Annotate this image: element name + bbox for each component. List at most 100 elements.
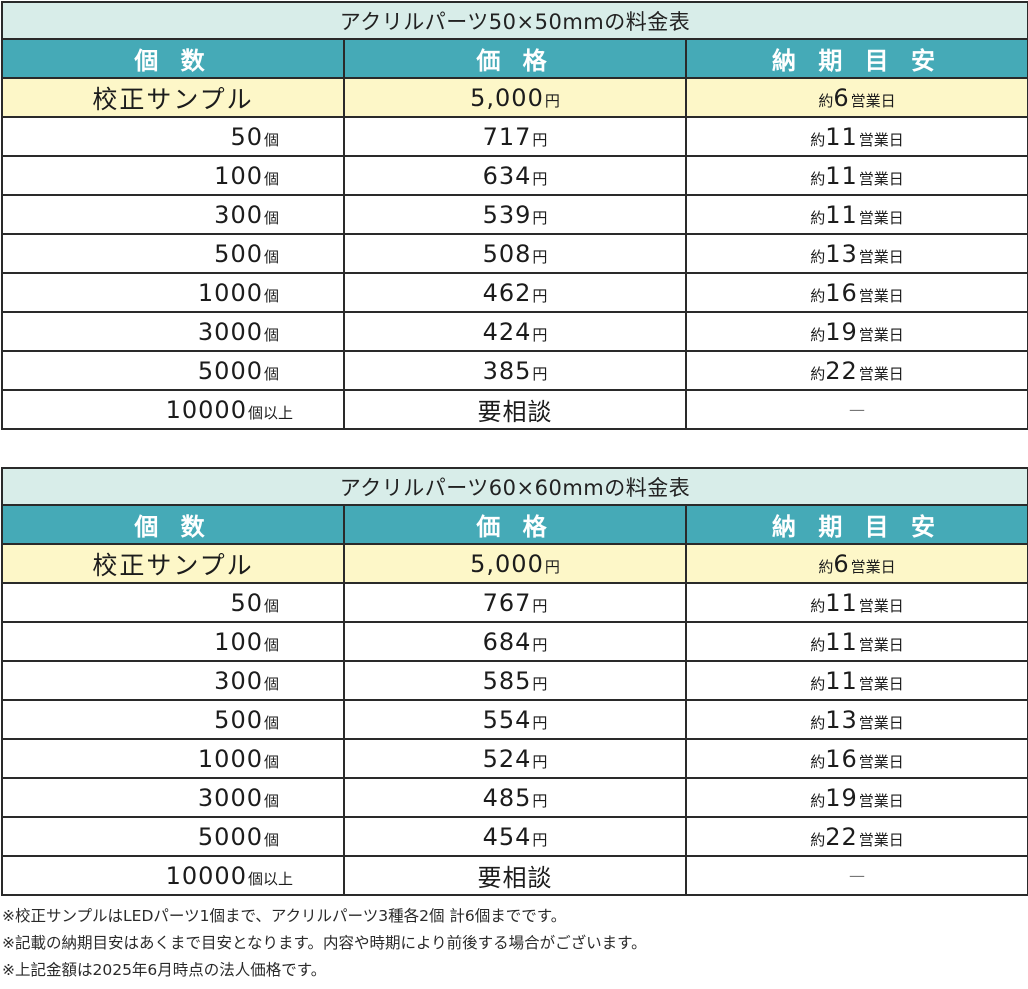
sample-price-cell: 5,000円 [343, 77, 687, 118]
footnotes: ※校正サンプルはLEDパーツ1個まで、アクリルパーツ3種各2個 計6個までです。… [2, 903, 1022, 984]
sample-delivery-cell: 約6営業日 [684, 77, 1028, 118]
quantity-unit: 個 [263, 325, 279, 344]
header-quantity: 個 数 [1, 38, 345, 79]
table-title: アクリルパーツ60×60mmの料金表 [0, 467, 1028, 506]
quantity-value: 1000 [197, 278, 263, 307]
price-cell: 485円 [343, 777, 687, 818]
price-table: アクリルパーツ50×50mmの料金表個 数価 格納 期 目 安校正サンプル 5,0… [0, 1, 1028, 430]
quantity-value: 500 [214, 239, 263, 268]
sample-label-cell: 校正サンプル [1, 543, 345, 584]
delivery-unit: 営業日 [850, 91, 896, 110]
quantity-cell: 1000個 [1, 272, 345, 313]
delivery-unit: 営業日 [858, 364, 904, 383]
delivery-unit: 営業日 [850, 557, 896, 576]
quantity-unit: 個 [263, 713, 279, 732]
quantity-unit: 個 [263, 674, 279, 693]
delivery-unit: 営業日 [858, 791, 904, 810]
quantity-cell: 10000個以上 [1, 389, 345, 430]
table-row: 300個 539円 約11営業日 [1, 194, 1028, 235]
quantity-cell: 1000個 [1, 738, 345, 779]
quantity-cell: 5000個 [1, 816, 345, 857]
delivery-cell: 約13営業日 [684, 233, 1028, 274]
price-cell: 524円 [343, 738, 687, 779]
price-value: 5,000 [470, 549, 544, 578]
price-cell: 585円 [343, 660, 687, 701]
delivery-days: 19 [825, 783, 858, 812]
delivery-unit: 営業日 [858, 713, 904, 732]
quantity-value: 5000 [197, 356, 263, 385]
table-row: 50個 717円 約11営業日 [1, 116, 1028, 157]
delivery-prefix: 約 [810, 635, 826, 654]
delivery-unit: 営業日 [858, 130, 904, 149]
table-row: 1000個 524円 約16営業日 [1, 738, 1028, 779]
quantity-cell: 3000個 [1, 777, 345, 818]
delivery-days: 22 [825, 356, 858, 385]
delivery-prefix: 約 [810, 325, 826, 344]
quantity-value: 10000 [165, 395, 247, 424]
price-value: 717 [482, 122, 532, 151]
quantity-value: 100 [214, 627, 263, 656]
sample-row: 校正サンプル 5,000円 約6営業日 [1, 77, 1028, 118]
quantity-unit: 個 [263, 752, 279, 771]
quantity-unit: 個 [263, 130, 279, 149]
price-cell: 424円 [343, 311, 687, 352]
price-value: 5,000 [470, 83, 544, 112]
delivery-days: 11 [825, 200, 858, 229]
delivery-unit: 営業日 [858, 635, 904, 654]
quantity-cell: 50個 [1, 582, 345, 623]
quantity-unit: 個 [263, 286, 279, 305]
quantity-value: 50 [230, 122, 263, 151]
table-title: アクリルパーツ50×50mmの料金表 [0, 1, 1028, 40]
price-cell: 554円 [343, 699, 687, 740]
table-row: 100個 684円 約11営業日 [1, 621, 1028, 662]
quantity-unit: 個 [263, 364, 279, 383]
quantity-cell: 5000個 [1, 350, 345, 391]
price-value: 634 [482, 161, 532, 190]
price-cell: 454円 [343, 816, 687, 857]
delivery-cell: 約19営業日 [684, 777, 1028, 818]
table-row: 1000個 462円 約16営業日 [1, 272, 1028, 313]
quantity-unit: 個 [263, 596, 279, 615]
sample-label: 校正サンプル [92, 84, 254, 114]
price-cell: 717円 [343, 116, 687, 157]
quantity-value: 5000 [197, 822, 263, 851]
delivery-cell: 約11営業日 [684, 194, 1028, 235]
delivery-cell: 約11営業日 [684, 621, 1028, 662]
price-unit: 円 [532, 830, 548, 849]
price-unit: 円 [532, 791, 548, 810]
delivery-prefix: 約 [810, 752, 826, 771]
delivery-days: 11 [825, 161, 858, 190]
delivery-days: 13 [825, 239, 858, 268]
table-row: 3000個 485円 約19営業日 [1, 777, 1028, 818]
quantity-cell: 300個 [1, 660, 345, 701]
delivery-cell: 約16営業日 [684, 272, 1028, 313]
quantity-cell: 50個 [1, 116, 345, 157]
price-unit: 円 [532, 208, 548, 227]
delivery-cell: 約11営業日 [684, 582, 1028, 623]
quantity-cell: 10000個以上 [1, 855, 345, 896]
delivery-prefix: 約 [810, 596, 826, 615]
quantity-unit: 個 [263, 247, 279, 266]
delivery-days: 16 [825, 278, 858, 307]
delivery-days: 16 [825, 744, 858, 773]
header-delivery: 納 期 目 安 [684, 38, 1028, 79]
delivery-days: 13 [825, 705, 858, 734]
delivery-cell: — [684, 389, 1028, 430]
quantity-value: 50 [230, 588, 263, 617]
delivery-unit: 営業日 [858, 286, 904, 305]
price-unit: 円 [532, 364, 548, 383]
delivery-days: 6 [833, 83, 850, 112]
delivery-cell: — [684, 855, 1028, 896]
delivery-dash: — [849, 866, 866, 885]
delivery-cell: 約11営業日 [684, 660, 1028, 701]
delivery-days: 6 [833, 549, 850, 578]
quantity-value: 3000 [197, 317, 263, 346]
price-value: 454 [482, 822, 532, 851]
delivery-prefix: 約 [810, 286, 826, 305]
table-row: 100個 634円 約11営業日 [1, 155, 1028, 196]
price-value: 424 [482, 317, 532, 346]
quantity-value: 3000 [197, 783, 263, 812]
delivery-prefix: 約 [818, 91, 834, 110]
price-value: 554 [482, 705, 532, 734]
price-unit: 円 [532, 635, 548, 654]
